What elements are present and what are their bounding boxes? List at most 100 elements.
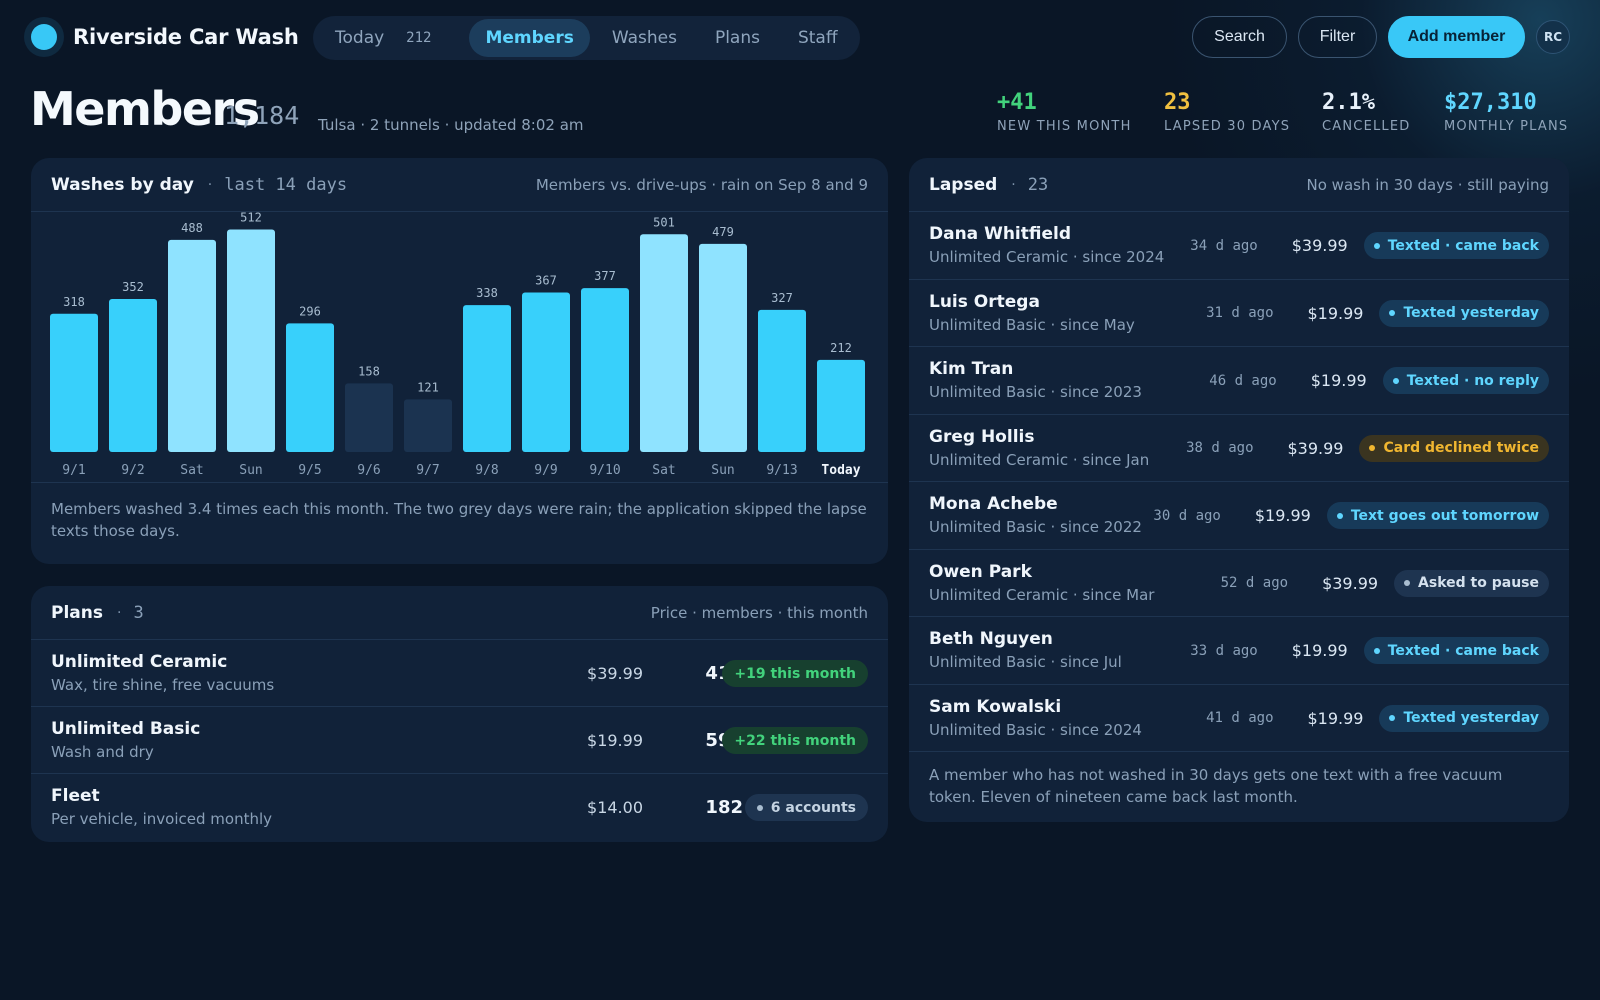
stat-label: MONTHLY PLANS <box>1444 119 1569 134</box>
status-badge[interactable]: Texted · came back <box>1363 232 1549 259</box>
status-badge[interactable]: Texted yesterday <box>1379 704 1549 732</box>
plan-price: $39.99 <box>587 664 643 683</box>
nav-tab-label: Members <box>485 28 574 48</box>
last-wash-ago: 38 d ago <box>1186 440 1254 456</box>
plan-row[interactable]: Fleet Per vehicle, invoiced monthly $14.… <box>31 774 888 841</box>
x-tick-label: 9/1 <box>62 463 85 478</box>
plan-description: Wash and dry <box>51 743 154 761</box>
plan-accounts-badge: 6 accounts <box>744 794 868 821</box>
nav-tab-members[interactable]: Members <box>469 19 590 57</box>
member-plan: Unlimited Ceramic · since Mar <box>929 585 1155 604</box>
chart-bar[interactable] <box>168 239 216 452</box>
bar-value-label: 318 <box>63 295 85 309</box>
filter-button[interactable]: Filter <box>1298 16 1377 58</box>
chart-bar[interactable] <box>758 309 806 452</box>
lapsed-row[interactable]: Luis Ortega Unlimited Basic · since May 31… <box>909 280 1569 347</box>
stat-cancelled: 2.1% CANCELLED <box>1322 90 1411 134</box>
member-name: Owen Park <box>929 561 1032 582</box>
member-name: Dana Whitfield <box>929 224 1072 244</box>
member-plan: Unlimited Basic · since 2024 <box>929 720 1142 739</box>
nav-tab-plans[interactable]: Plans <box>699 19 776 57</box>
chart-bar[interactable] <box>522 292 570 452</box>
member-meta: 34 d ago $39.99 Texted · came back <box>1190 232 1549 259</box>
status-dot-icon <box>1369 445 1376 451</box>
plan-name: Unlimited Basic <box>51 719 201 739</box>
lapsed-row[interactable]: Greg Hollis Unlimited Ceramic · since Jan… <box>909 415 1569 482</box>
status-badge[interactable]: Texted · came back <box>1363 637 1549 664</box>
status-badge[interactable]: Texted yesterday <box>1379 299 1549 327</box>
lapsed-row[interactable]: Dana Whitfield Unlimited Ceramic · since … <box>909 212 1569 280</box>
chart-bar[interactable] <box>463 305 511 452</box>
x-tick-label: 9/13 <box>766 463 797 478</box>
lapsed-row[interactable]: Mona Achebe Unlimited Basic · since 2022 3… <box>909 482 1569 550</box>
chart-bar[interactable] <box>50 313 98 452</box>
stat-value: $27,310 <box>1444 90 1537 115</box>
panel-title: Washes by day <box>51 174 194 195</box>
chart-bar[interactable] <box>640 234 688 452</box>
status-label: Asked to pause <box>1418 575 1539 591</box>
chart-bar[interactable] <box>109 299 157 452</box>
chart-bar[interactable] <box>345 383 393 452</box>
lapsed-row[interactable]: Sam Kowalski Unlimited Basic · since 2024… <box>909 685 1569 752</box>
member-meta: 41 d ago $19.99 Texted yesterday <box>1206 704 1549 732</box>
member-plan: Unlimited Ceramic · since Jan <box>929 450 1150 469</box>
status-dot-icon <box>1373 242 1380 249</box>
bar-value-label: 488 <box>181 221 203 235</box>
status-label: Texted · came back <box>1387 642 1539 659</box>
member-name: Beth Nguyen <box>929 629 1053 649</box>
stat-label: LAPSED 30 DAYS <box>1164 119 1291 134</box>
chart-bar[interactable] <box>404 399 452 452</box>
chart-bar[interactable] <box>817 359 865 452</box>
chart-bar[interactable] <box>286 323 334 452</box>
plan-price: $19.99 <box>587 731 643 750</box>
nav-tab-count: 212 <box>406 30 432 46</box>
chart-bar[interactable] <box>227 229 275 452</box>
member-price: $19.99 <box>1310 371 1367 390</box>
plan-row[interactable]: Unlimited Basic Wash and dry $19.99 590 … <box>31 707 888 774</box>
nav-tab-washes[interactable]: Washes <box>596 19 693 57</box>
status-badge[interactable]: Card declined twice <box>1359 434 1549 462</box>
nav-tab-staff[interactable]: Staff <box>782 19 854 57</box>
status-badge[interactable]: Asked to pause <box>1394 569 1549 597</box>
nav-tab-label: Today <box>335 28 385 48</box>
nav-tab-today[interactable]: Today 212 <box>319 19 447 57</box>
member-name: Sam Kowalski <box>929 696 1062 717</box>
plan-row[interactable]: Unlimited Ceramic Wax, tire shine, free … <box>31 640 888 707</box>
plan-change-badge: +22 this month <box>722 727 868 754</box>
chart-bar[interactable] <box>581 288 629 452</box>
status-label: Texted yesterday <box>1403 710 1539 726</box>
lapsed-panel-header: Lapsed · 23 No wash in 30 days · still p… <box>909 158 1569 212</box>
lapsed-row[interactable]: Owen Park Unlimited Ceramic · since Mar 52… <box>909 550 1569 617</box>
status-badge[interactable]: Text goes out tomorrow <box>1326 502 1549 529</box>
x-tick-label: 9/6 <box>357 463 380 478</box>
lapsed-row[interactable]: Beth Nguyen Unlimited Basic · since Jul 33… <box>909 617 1569 685</box>
stat-monthly-plans: $27,310 MONTHLY PLANS <box>1444 90 1568 134</box>
x-tick-label: Today <box>821 463 860 478</box>
member-meta: 31 d ago $19.99 Texted yesterday <box>1206 299 1549 327</box>
lapsed-footnote: A member who has not washed in 30 days g… <box>929 766 1503 806</box>
bar-value-label: 296 <box>299 304 321 318</box>
stat-new: +41 NEW THIS MONTH <box>997 90 1132 134</box>
stat-lapsed: 23 LAPSED 30 DAYS <box>1164 90 1290 134</box>
stat-value: +41 <box>997 90 1037 115</box>
brand[interactable]: Riverside Car Wash <box>24 17 299 57</box>
bar-value-label: 212 <box>830 341 852 355</box>
member-plan: Unlimited Ceramic · since 2024 <box>929 248 1165 266</box>
member-meta: 33 d ago $19.99 Texted · came back <box>1190 637 1549 664</box>
last-wash-ago: 52 d ago <box>1220 575 1289 591</box>
panel-title: Plans <box>51 602 103 623</box>
status-badge[interactable]: Texted · no reply <box>1382 367 1549 394</box>
top-bar: Riverside Car Wash Today 212 Members Was… <box>0 0 1600 74</box>
chart-bar[interactable] <box>699 243 747 452</box>
status-dot-icon <box>1389 715 1396 721</box>
nav-tab-label: Plans <box>714 28 760 48</box>
add-member-button[interactable]: Add member <box>1388 16 1525 58</box>
avatar[interactable]: RC <box>1536 20 1570 54</box>
search-button[interactable]: Search <box>1192 16 1287 58</box>
member-plan: Unlimited Basic · since 2023 <box>929 383 1142 401</box>
panel-note: No wash in 30 days · still paying <box>1306 175 1549 194</box>
x-tick-label: 9/8 <box>475 463 498 478</box>
status-dot-icon <box>1404 580 1411 586</box>
last-wash-ago: 41 d ago <box>1206 710 1274 726</box>
lapsed-row[interactable]: Kim Tran Unlimited Basic · since 2023 46 d… <box>909 347 1569 415</box>
